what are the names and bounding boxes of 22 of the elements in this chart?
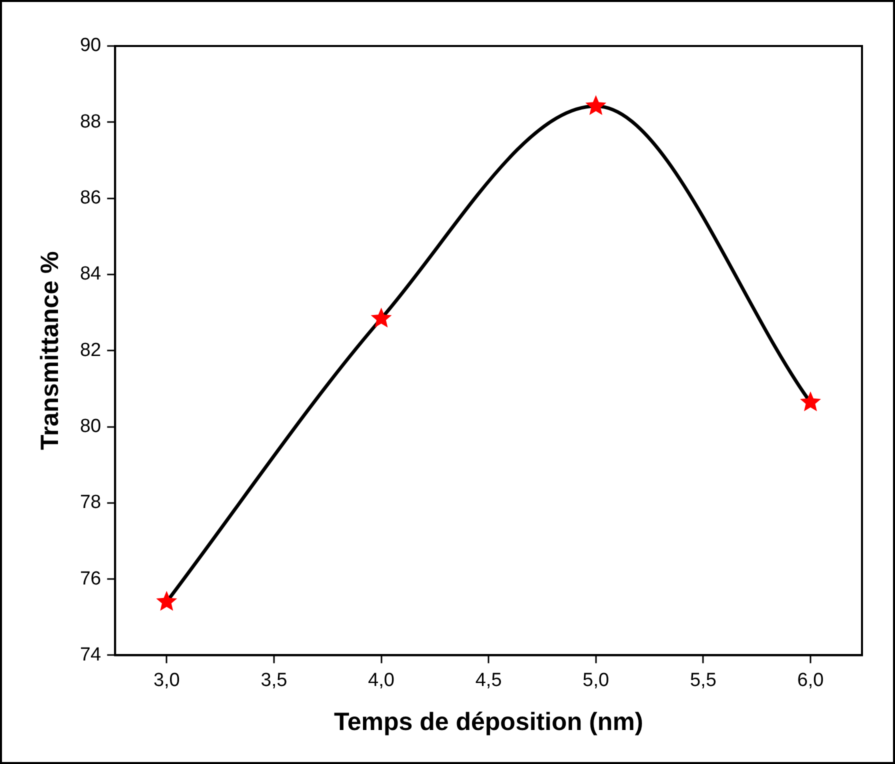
x-tick-label: 4,0 (368, 670, 394, 691)
y-tick-label: 86 (80, 188, 102, 209)
x-tick-label: 5,0 (582, 670, 610, 691)
x-axis-title: Temps de déposition (nm) (334, 708, 644, 736)
x-tick-label: 4,5 (475, 670, 502, 691)
point (585, 95, 606, 116)
point (156, 590, 178, 611)
point (370, 308, 392, 328)
y-tick-label: 84 (80, 264, 102, 285)
x-tick-label: 6,0 (797, 670, 824, 691)
y-tick-label: 82 (80, 340, 102, 361)
y-tick-label: 90 (80, 35, 102, 56)
x-tick-label: 3,5 (260, 670, 288, 691)
y-tick-label: 74 (80, 644, 102, 666)
y-tick-label: 88 (80, 111, 102, 132)
x-tick-label: 5,5 (690, 670, 716, 691)
y-tick-label: 78 (80, 492, 102, 514)
y-tick-label: 76 (80, 568, 102, 590)
y-tick-label: 80 (80, 416, 102, 437)
x-tick-label: 3,0 (153, 670, 180, 691)
y-axis-title: Transmittance % (36, 251, 64, 450)
point (800, 391, 821, 412)
